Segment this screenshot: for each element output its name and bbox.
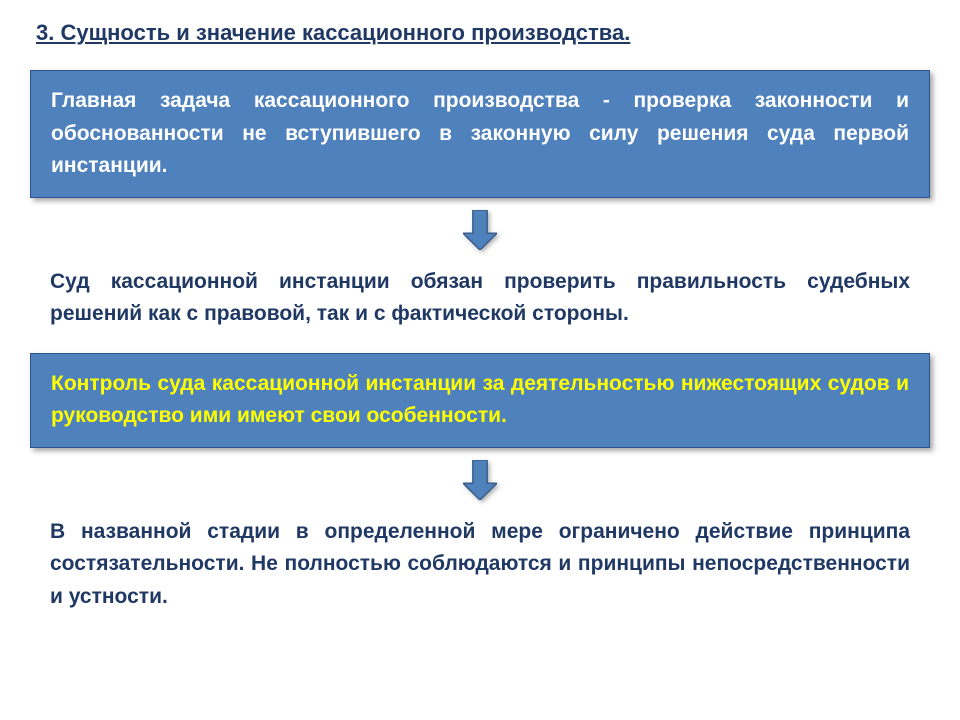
arrow-2-wrap — [30, 460, 930, 500]
text-stage-limitations: В названной стадии в определенной мере о… — [30, 512, 930, 618]
spacer — [30, 335, 930, 353]
arrow-1-wrap — [30, 210, 930, 250]
box-main-task: Главная задача кассационного производств… — [30, 70, 930, 198]
arrow-down-icon — [463, 460, 497, 500]
text-cassation-court-duty: Суд кассационной инстанции обязан провер… — [30, 262, 930, 335]
box-control-features: Контроль суда кассационной инстанции за … — [30, 353, 930, 448]
section-title: 3. Сущность и значение кассационного про… — [36, 20, 930, 46]
arrow-down-icon — [463, 210, 497, 250]
